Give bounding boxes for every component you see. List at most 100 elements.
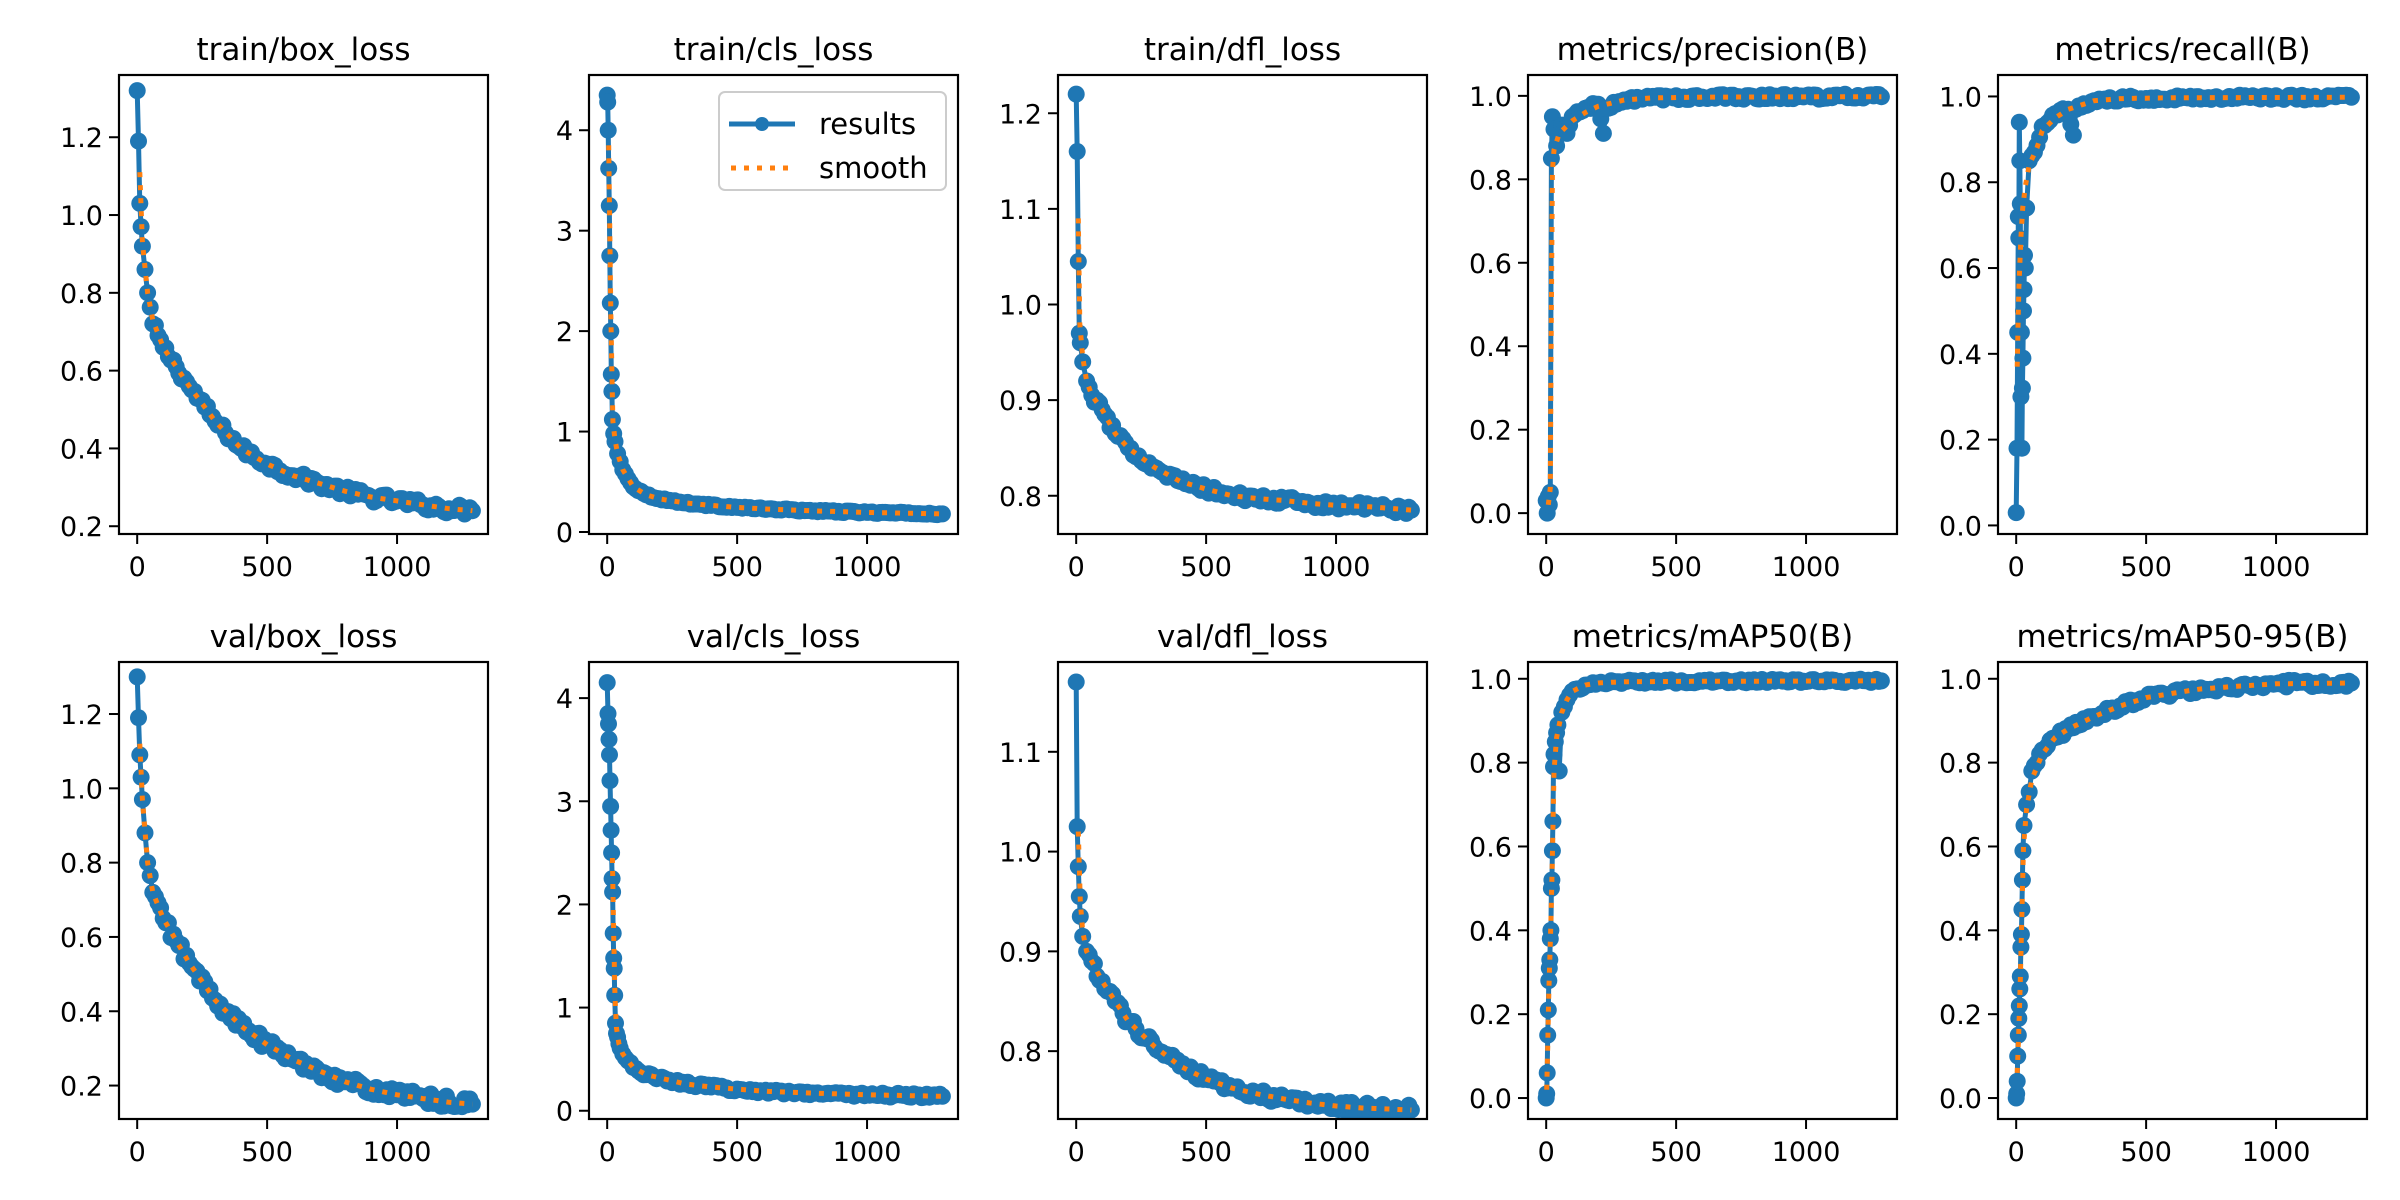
data-point <box>1067 673 1085 691</box>
data-point <box>605 959 623 977</box>
y-tick-label: 1.0 <box>999 291 1042 322</box>
series-line-smooth <box>2014 94 2352 367</box>
data-point <box>131 194 149 212</box>
plot-area <box>128 668 481 1116</box>
subplot-metrics-precision-b-: metrics/precision(B) 0 500 1000 0.0 0.2 0.4 0.6… <box>1469 32 1899 583</box>
data-point <box>1071 334 1089 352</box>
data-point <box>128 668 146 686</box>
series-line-smooth <box>609 857 943 1099</box>
x-tick-label: 0 <box>1538 552 1555 583</box>
axes-frame <box>587 73 960 536</box>
data-point <box>602 821 620 839</box>
data-point <box>1541 483 1559 501</box>
data-point <box>2009 1026 2027 1044</box>
plot-area <box>598 86 951 524</box>
subplot-title: val/cls_loss <box>687 619 861 655</box>
data-point <box>2011 980 2029 998</box>
series-markers-results <box>2007 671 2360 1107</box>
series-markers-results <box>1537 670 1890 1107</box>
plot-area <box>598 674 951 1107</box>
subplot-title: metrics/recall(B) <box>2054 32 2310 68</box>
data-point <box>2013 379 2031 397</box>
y-tick-label: 3 <box>556 217 573 248</box>
x-tick-label: 0 <box>2008 552 2025 583</box>
series-line-smooth <box>1545 94 1882 506</box>
data-point <box>598 674 616 692</box>
x-tick-label: 0 <box>1068 552 1085 583</box>
x-tick-label: 500 <box>1180 1137 1232 1168</box>
data-point <box>2010 113 2028 131</box>
legend-box <box>718 91 947 191</box>
y-tick-label: 2 <box>556 317 573 348</box>
x-tick-label: 1000 <box>2242 1137 2311 1168</box>
subplot-title: metrics/mAP50(B) <box>1572 619 1853 655</box>
data-point <box>603 382 621 400</box>
subplot-val-cls-loss: val/cls_loss 0 500 1000 0 1 2 3 4 <box>556 619 960 1168</box>
y-tick-label: 1.2 <box>60 123 103 154</box>
data-point <box>141 298 159 316</box>
data-point <box>604 924 622 942</box>
axes-frame <box>117 73 490 536</box>
y-tick-label: 0.9 <box>999 386 1042 417</box>
data-point <box>130 709 147 727</box>
y-tick-label: 0.2 <box>60 1072 103 1103</box>
series-markers-results <box>128 668 481 1116</box>
x-tick-label: 0 <box>2008 1137 2025 1168</box>
data-point <box>2018 199 2036 217</box>
data-point <box>131 746 149 764</box>
data-point <box>1544 812 1562 830</box>
data-point <box>130 132 147 150</box>
subplot-metrics-recall-b-: metrics/recall(B) 0 500 1000 0.0 0.2 0.4 0.6 0.8… <box>1939 32 2369 583</box>
y-tick-label: 1.0 <box>1939 665 1982 696</box>
data-point <box>599 121 617 139</box>
data-point <box>603 870 621 888</box>
data-point <box>933 505 951 523</box>
plot-area <box>128 82 481 523</box>
subplot-metrics-map50-b-: metrics/mAP50(B) 0 500 1000 0.0 0.2 0.4 0.6 0.8 1… <box>1469 619 1899 1168</box>
y-tick-label: 0.0 <box>1469 499 1512 530</box>
y-tick-label: 0.8 <box>999 1037 1042 1068</box>
subplot-train-cls-loss: train/cls_loss 0 500 1000 0 1 2 3 4 results smooth <box>556 32 960 583</box>
data-point <box>1068 818 1086 836</box>
x-tick-label: 1000 <box>363 552 432 583</box>
x-tick-label: 500 <box>1180 552 1232 583</box>
y-tick-label: 1.1 <box>999 738 1042 769</box>
x-tick-label: 0 <box>599 552 616 583</box>
series-markers-results <box>2007 86 2360 522</box>
subplot-val-box-loss: val/box_loss 0 500 1000 0.2 0.4 0.6 0.8 1.0 1.2 <box>60 619 490 1168</box>
y-tick-label: 0.6 <box>60 923 103 954</box>
data-point <box>128 82 146 100</box>
data-point <box>136 261 154 278</box>
x-tick-label: 0 <box>1538 1137 1555 1168</box>
x-tick-label: 1000 <box>833 1137 902 1168</box>
y-tick-label: 0.8 <box>1469 165 1512 196</box>
data-point <box>2064 126 2082 144</box>
series-line-results <box>134 676 475 1110</box>
series-markers-results <box>1537 85 1890 522</box>
y-tick-label: 1.2 <box>60 700 103 731</box>
series-line-results <box>134 90 475 517</box>
subplot-title: train/dfl_loss <box>1144 32 1341 68</box>
data-point <box>606 986 624 1004</box>
data-point <box>1071 907 1089 925</box>
y-tick-label: 0.2 <box>1939 426 1982 457</box>
subplot-metrics-map50-95-b-: metrics/mAP50-95(B) 0 500 1000 0.0 0.2 0.4 0.6 0… <box>1939 619 2369 1168</box>
y-tick-label: 4 <box>556 684 573 715</box>
series-line-smooth <box>1075 218 1412 513</box>
y-tick-label: 1.0 <box>1469 665 1512 696</box>
y-tick-label: 0.6 <box>1939 254 1982 285</box>
data-point <box>604 883 622 901</box>
legend-label-smooth: smooth <box>819 151 928 185</box>
axes-frame <box>117 660 490 1121</box>
subplot-train-box-loss: train/box_loss 0 500 1000 0.2 0.4 0.6 0.8 1.0 1.2 <box>60 32 490 583</box>
series-line-results <box>2013 92 2353 513</box>
subplot-val-dfl-loss: val/dfl_loss 0 500 1000 0.8 0.9 1.0 1.1 <box>999 619 1429 1168</box>
data-point <box>2008 1085 2026 1103</box>
x-tick-label: 500 <box>1650 552 1702 583</box>
data-point <box>2015 302 2032 320</box>
series-markers-results <box>1067 673 1420 1119</box>
legend-label-results: results <box>819 107 916 141</box>
data-point <box>2013 439 2031 457</box>
y-tick-label: 0.8 <box>999 482 1042 513</box>
